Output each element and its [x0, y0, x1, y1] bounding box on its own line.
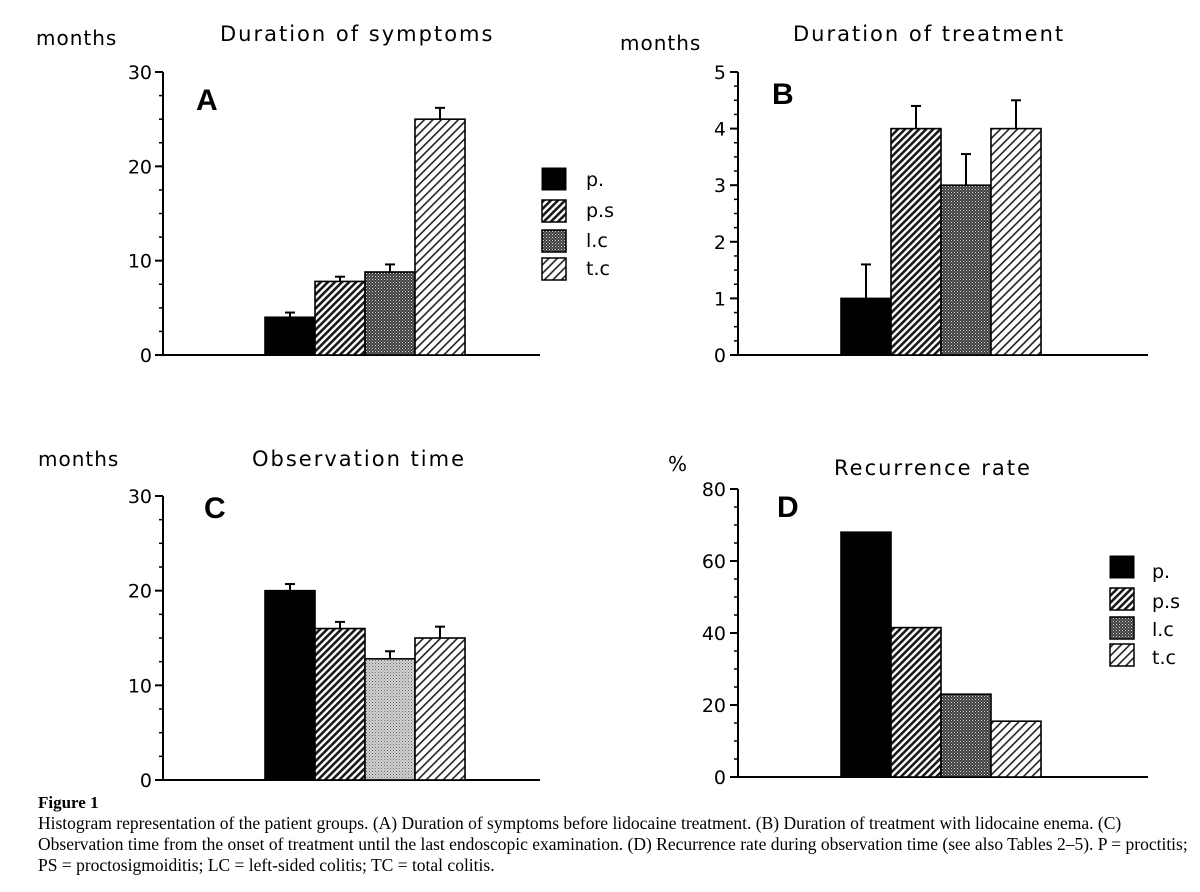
panel-b-ytick-label: 1: [714, 288, 726, 310]
panel-d-letter: D: [777, 491, 799, 524]
panel-a-bar-ps: [314, 280, 366, 356]
panel-a: months Duration of symptoms A 0 10 20 30: [36, 22, 540, 367]
panel-c-title: Observation time: [252, 447, 466, 471]
panel-b-letter: B: [772, 78, 794, 111]
panel-d: % Recurrence rate D 0 20 40 60 80: [668, 452, 1148, 789]
legend-a-swatch-lc: [541, 229, 567, 253]
panel-a-bar-p: [264, 316, 316, 356]
panel-d-bar-p: [840, 531, 892, 778]
panel-c-ytick-label: 20: [128, 581, 152, 603]
panel-c: months Observation time C 0 10 20 30: [38, 447, 540, 790]
legend-d-swatch-tc: [1109, 643, 1135, 667]
legend-a-label-tc: t.c: [586, 258, 610, 280]
panel-c-bars: [264, 583, 466, 781]
legend-a-label-ps: p.s: [586, 200, 614, 222]
panel-c-ytick-label: 30: [128, 486, 152, 508]
legend-d-label-lc: l.c: [1152, 619, 1174, 641]
figure-caption-text: Histogram representation of the patient …: [38, 813, 1188, 875]
legend-d-swatch-p: [1109, 555, 1135, 579]
panel-d-bar-tc: [990, 720, 1042, 778]
panel-b-ytick-label: 2: [714, 232, 726, 254]
panel-a-bars: [264, 106, 466, 356]
panel-a-bar-tc: [414, 118, 466, 356]
figure-label: Figure 1: [38, 793, 99, 812]
panel-d-axes: 0 20 40 60 80: [702, 479, 1148, 789]
panel-a-letter: A: [196, 84, 218, 117]
legend-d-label-p: p.: [1152, 561, 1170, 583]
panel-d-bar-lc: [940, 693, 992, 778]
panel-a-ytick-label: 10: [128, 251, 152, 273]
legend-a-swatch-tc: [541, 257, 567, 281]
panel-b-bar-tc: [990, 127, 1042, 356]
panel-a-bar-lc: [364, 271, 416, 356]
panel-b-title: Duration of treatment: [793, 22, 1065, 46]
panel-c-ytick-label: 0: [140, 770, 152, 790]
legend-a: p. p.s l.c t.c: [541, 167, 614, 281]
panel-d-bars: [840, 531, 1042, 778]
panel-a-title: Duration of symptoms: [220, 22, 494, 46]
legend-d-label-tc: t.c: [1152, 647, 1176, 669]
panel-d-bar-ps: [890, 626, 942, 778]
panel-d-ytick-label: 80: [702, 479, 726, 501]
legend-a-swatch-ps: [541, 199, 567, 223]
legend-a-label-lc: l.c: [586, 230, 608, 252]
legend-d: p. p.s l.c t.c: [1109, 555, 1180, 669]
panel-b-ytick-label: 5: [714, 62, 726, 84]
panel-b-bar-p: [840, 297, 892, 356]
panel-d-ylabel: %: [668, 452, 688, 476]
panel-b-ytick-label: 3: [714, 175, 726, 197]
panel-c-bar-lc: [364, 658, 416, 781]
panel-c-bar-p: [264, 589, 316, 781]
panel-d-ytick-label: 40: [702, 623, 726, 645]
figure-caption: Figure 1 Histogram representation of the…: [38, 792, 1188, 876]
panel-a-ytick-label: 0: [140, 345, 152, 367]
panel-d-ytick-label: 0: [714, 767, 726, 789]
legend-d-swatch-ps: [1109, 587, 1135, 611]
panel-b: months Duration of treatment B 0 1 2 3 4 5: [620, 22, 1148, 367]
panel-b-ytick-label: 0: [714, 345, 726, 367]
legend-a-swatch-p: [541, 167, 567, 191]
panel-b-bar-lc: [940, 184, 992, 356]
panel-b-axes: 0 1 2 3 4 5: [714, 62, 1148, 367]
panel-c-letter: C: [204, 492, 226, 525]
panel-c-ylabel: months: [38, 447, 119, 471]
panel-b-bar-ps: [890, 127, 942, 356]
panel-a-ytick-label: 20: [128, 156, 152, 178]
panel-c-bar-ps: [314, 627, 366, 781]
panel-d-ytick-label: 60: [702, 551, 726, 573]
legend-d-swatch-lc: [1109, 616, 1135, 640]
panel-c-ytick-label: 10: [128, 675, 152, 697]
panel-b-ylabel: months: [620, 31, 701, 55]
panel-a-axes: 0 10 20 30: [128, 62, 540, 367]
panel-d-title: Recurrence rate: [834, 456, 1032, 480]
panel-b-ytick-label: 4: [714, 119, 726, 141]
legend-a-label-p: p.: [586, 169, 604, 191]
legend-d-label-ps: p.s: [1152, 591, 1180, 613]
panel-b-bars: [840, 99, 1042, 356]
panel-a-ytick-label: 30: [128, 62, 152, 84]
panel-a-ylabel: months: [36, 26, 117, 50]
panel-d-ytick-label: 20: [702, 695, 726, 717]
panel-c-bar-tc: [414, 637, 466, 781]
